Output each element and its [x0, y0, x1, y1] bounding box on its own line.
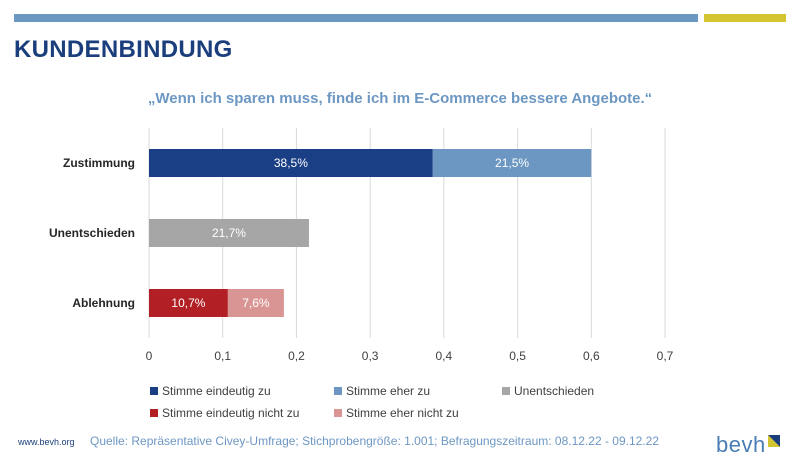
data-label: 21,7%: [212, 226, 246, 240]
legend-item: Stimme eindeutig zu: [150, 384, 271, 398]
category-label: Zustimmung: [63, 156, 135, 170]
category-label: Ablehnung: [72, 296, 135, 310]
bevh-logo: bevh: [716, 432, 780, 458]
legend-item: Stimme eher zu: [334, 384, 430, 398]
x-tick-label: 0: [146, 349, 153, 363]
x-tick-label: 0,2: [288, 349, 305, 363]
legend-item: Unentschieden: [502, 384, 594, 398]
x-tick-label: 0,6: [583, 349, 600, 363]
legend-label: Stimme eher zu: [346, 384, 430, 398]
legend-label: Stimme eindeutig nicht zu: [162, 406, 299, 420]
data-label: 7,6%: [242, 296, 270, 310]
x-tick-label: 0,5: [509, 349, 526, 363]
x-tick-label: 0,7: [657, 349, 674, 363]
legend-item: Stimme eher nicht zu: [334, 406, 459, 420]
x-tick-label: 0,4: [436, 349, 453, 363]
legend-label: Unentschieden: [514, 384, 594, 398]
x-tick-label: 0,3: [362, 349, 379, 363]
legend-swatch: [150, 409, 158, 417]
legend-swatch: [150, 387, 158, 395]
legend-item: Stimme eindeutig nicht zu: [150, 406, 299, 420]
category-label: Unentschieden: [49, 226, 135, 240]
legend-swatch: [334, 387, 342, 395]
footer-source: Quelle: Repräsentative Civey-Umfrage; St…: [90, 434, 659, 448]
x-tick-label: 0,1: [214, 349, 231, 363]
logo-mark-icon: [768, 435, 780, 447]
legend-label: Stimme eindeutig zu: [162, 384, 271, 398]
legend-label: Stimme eher nicht zu: [346, 406, 459, 420]
footer-url[interactable]: www.bevh.org: [18, 437, 75, 447]
data-label: 21,5%: [495, 156, 529, 170]
data-label: 38,5%: [274, 156, 308, 170]
logo-text: bevh: [716, 432, 766, 458]
data-label: 10,7%: [171, 296, 205, 310]
legend-swatch: [334, 409, 342, 417]
legend-swatch: [502, 387, 510, 395]
bar-chart: 0 0,1 0,2 0,3 0,4 0,5 0,6 0,7 Zustimmung Unentsch…: [0, 0, 800, 474]
